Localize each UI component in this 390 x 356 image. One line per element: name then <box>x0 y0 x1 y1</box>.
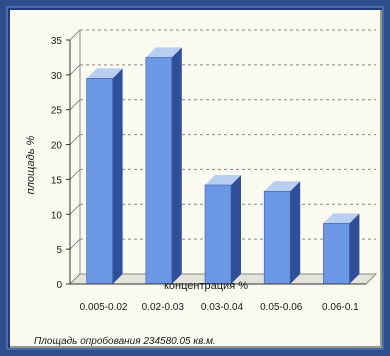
gridline-depth <box>69 203 81 215</box>
bar-side <box>171 47 182 284</box>
bar <box>204 175 241 285</box>
bar-top <box>264 181 301 192</box>
bar-front <box>263 190 291 285</box>
x-tick-label: 0.005-0.02 <box>80 302 128 313</box>
gridline-depth <box>69 238 81 250</box>
bar <box>323 213 360 285</box>
gridline-depth <box>69 29 81 41</box>
gridline-depth <box>69 99 81 111</box>
y-tick-label: 0 <box>56 280 62 291</box>
bar-front <box>323 223 350 285</box>
bar-front <box>86 78 113 285</box>
bar-side <box>349 213 360 284</box>
y-tick-label: 35 <box>51 36 63 47</box>
bar-top <box>86 68 123 79</box>
bar-top <box>145 47 182 58</box>
bar-side <box>112 68 123 284</box>
bar-layer <box>86 47 360 285</box>
x-tick-label: 0.06-0.1 <box>322 302 359 313</box>
bar <box>145 47 182 285</box>
y-tick-label: 25 <box>51 106 63 117</box>
y-axis-label: площадь % <box>25 135 37 194</box>
x-tick-label: 0.05-0.06 <box>260 302 303 313</box>
x-tick-label: 0.02-0.03 <box>142 302 185 313</box>
gridline-depth <box>69 134 81 145</box>
bar-top <box>323 213 360 224</box>
bar-side <box>231 175 241 284</box>
x-tick-label: 0.03-0.04 <box>201 302 244 313</box>
gridline-depth <box>69 169 81 180</box>
chart-panel: 0.005-0.02 0.02-0.03 0.03-0.04 0.05-0.06 0.0… <box>10 10 382 348</box>
y-tick-label: 20 <box>51 141 63 152</box>
bar-top <box>205 175 241 186</box>
y-tick-label: 10 <box>51 210 63 221</box>
y-tick-label: 5 <box>56 245 62 256</box>
bar-side <box>290 181 301 284</box>
bar <box>86 68 123 285</box>
bar <box>263 181 301 285</box>
bar-front <box>145 57 173 285</box>
bar-chart: 0.005-0.02 0.02-0.03 0.03-0.04 0.05-0.06 0.0… <box>25 29 378 313</box>
gridline-depth <box>69 64 81 76</box>
x-axis-label: концентрация % <box>164 280 248 292</box>
axis-layer: 0.005-0.02 0.02-0.03 0.03-0.04 0.05-0.06 0.0… <box>51 36 366 313</box>
y-tick-label: 15 <box>51 175 63 186</box>
sampling-area-footnote: Площадь опробования 234580.05 кв.м. <box>34 336 216 347</box>
y-tick-label: 30 <box>51 71 63 82</box>
bar-front <box>204 184 232 285</box>
